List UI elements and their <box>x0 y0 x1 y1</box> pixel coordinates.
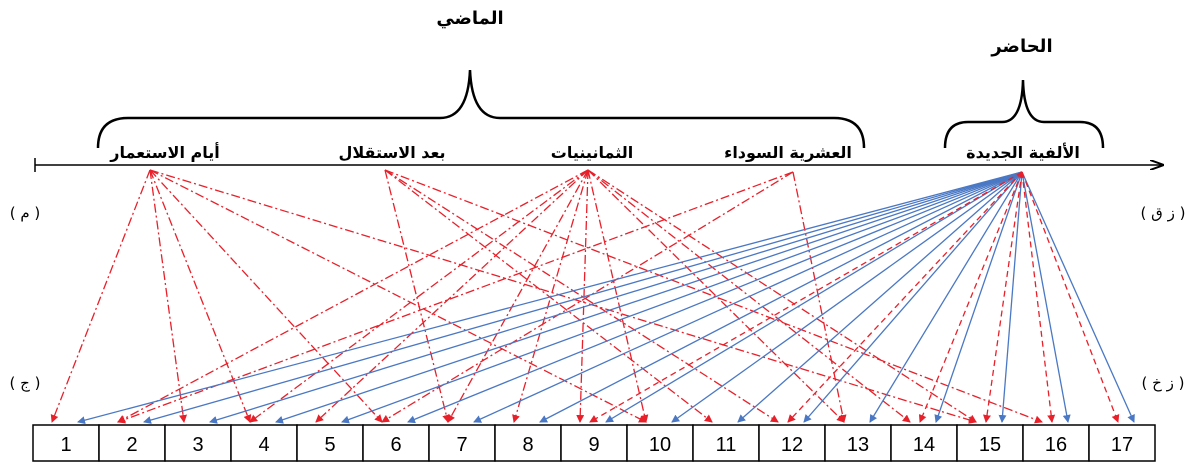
numbered-boxes: 1 2 3 4 5 6 7 8 9 10 11 12 13 14 15 16 17 <box>32 424 1156 462</box>
link-new-millennium-blue <box>77 171 1023 425</box>
number-box <box>164 424 232 462</box>
link-post-independence <box>384 169 1043 424</box>
number-box <box>956 424 1024 462</box>
number-label: 4 <box>258 434 269 456</box>
link-post-independence <box>384 169 713 423</box>
link-new-millennium-blue <box>803 171 1023 423</box>
number-box <box>296 424 364 462</box>
link-new-millennium-blue <box>671 171 1023 423</box>
present-brace <box>943 79 1105 149</box>
era-post-independence: بعد الاستقلال <box>338 143 445 162</box>
link-new-millennium-blue <box>341 171 1023 424</box>
link-colonial <box>50 169 151 423</box>
link-colonial <box>149 169 647 423</box>
number-box <box>362 424 430 462</box>
number-label: 5 <box>324 434 335 456</box>
number-box <box>98 424 166 462</box>
link-eighties <box>587 169 845 423</box>
link-new-millennium-blue <box>1021 171 1071 423</box>
link-new-millennium-red <box>918 171 1023 423</box>
number-label: 10 <box>649 434 671 456</box>
era-new-millennium: الألفية الجديدة <box>966 143 1080 162</box>
number-box <box>1088 424 1156 462</box>
link-colonial <box>149 169 252 423</box>
era-eighties: الثمانينيات <box>551 143 633 162</box>
number-box <box>32 424 100 462</box>
link-eighties <box>117 169 589 423</box>
link-new-millennium-blue <box>473 171 1023 423</box>
number-box <box>560 424 628 462</box>
number-label: 9 <box>588 434 599 456</box>
number-box <box>428 424 496 462</box>
link-new-millennium-blue <box>275 171 1023 424</box>
label-top-right: ( ز ق ) <box>1141 204 1186 222</box>
number-box <box>824 424 892 462</box>
link-new-millennium-red <box>1021 171 1120 423</box>
number-box <box>626 424 694 462</box>
link-eighties <box>447 169 589 423</box>
link-eighties <box>249 169 589 423</box>
link-eighties <box>315 169 589 423</box>
era-black-decade: العشرية السوداء <box>724 143 852 162</box>
number-label: 1 <box>60 434 71 456</box>
label-bottom-right: ( ز خ ) <box>1142 374 1185 392</box>
label-top-left: ( م ) <box>10 204 41 222</box>
link-new-millennium-blue <box>407 171 1023 424</box>
number-label: 16 <box>1045 434 1067 456</box>
link-colonial <box>149 169 188 423</box>
number-box <box>890 424 958 462</box>
link-new-millennium-red <box>589 171 1023 423</box>
number-label: 12 <box>781 434 803 456</box>
link-new-millennium-blue <box>1021 171 1135 423</box>
number-label: 7 <box>456 434 467 456</box>
link-new-millennium-blue <box>539 171 1023 423</box>
past-label: الماضي <box>436 8 503 29</box>
link-colonial <box>149 169 977 424</box>
link-new-millennium-blue <box>869 171 1023 423</box>
link-new-millennium-blue <box>934 171 1023 423</box>
past-brace <box>96 69 866 149</box>
number-box <box>692 424 760 462</box>
number-box <box>758 424 826 462</box>
number-label: 6 <box>390 434 401 456</box>
present-label: الحاضر <box>990 36 1052 57</box>
number-label: 13 <box>847 434 869 456</box>
links-layer <box>50 169 1135 425</box>
link-black-decade <box>117 171 794 424</box>
link-black-decade <box>381 171 794 423</box>
number-label: 11 <box>716 434 737 456</box>
link-new-millennium-blue <box>209 171 1023 424</box>
number-label: 17 <box>1111 434 1133 456</box>
number-label: 15 <box>979 434 1001 456</box>
link-new-millennium-red <box>787 171 1023 423</box>
number-label: 8 <box>522 434 533 456</box>
number-box <box>1022 424 1090 462</box>
number-box <box>494 424 562 462</box>
link-eighties <box>512 169 589 423</box>
link-black-decade <box>792 171 847 423</box>
link-post-independence <box>384 169 779 423</box>
link-new-millennium-red <box>983 171 1023 423</box>
number-label: 2 <box>126 434 137 456</box>
link-eighties <box>576 169 589 423</box>
number-label: 14 <box>913 434 935 456</box>
link-post-independence <box>384 169 451 423</box>
link-eighties <box>587 169 649 423</box>
link-new-millennium-blue <box>998 171 1023 423</box>
link-new-millennium-blue <box>605 171 1023 423</box>
era-colonial: أيام الاستعمار <box>109 142 219 162</box>
number-label: 3 <box>192 434 203 456</box>
link-new-millennium-blue <box>143 171 1023 424</box>
link-new-millennium-red <box>1021 171 1056 423</box>
link-new-millennium-blue <box>737 171 1023 423</box>
link-colonial <box>149 169 383 423</box>
label-bottom-left: ( ج ) <box>10 374 41 393</box>
